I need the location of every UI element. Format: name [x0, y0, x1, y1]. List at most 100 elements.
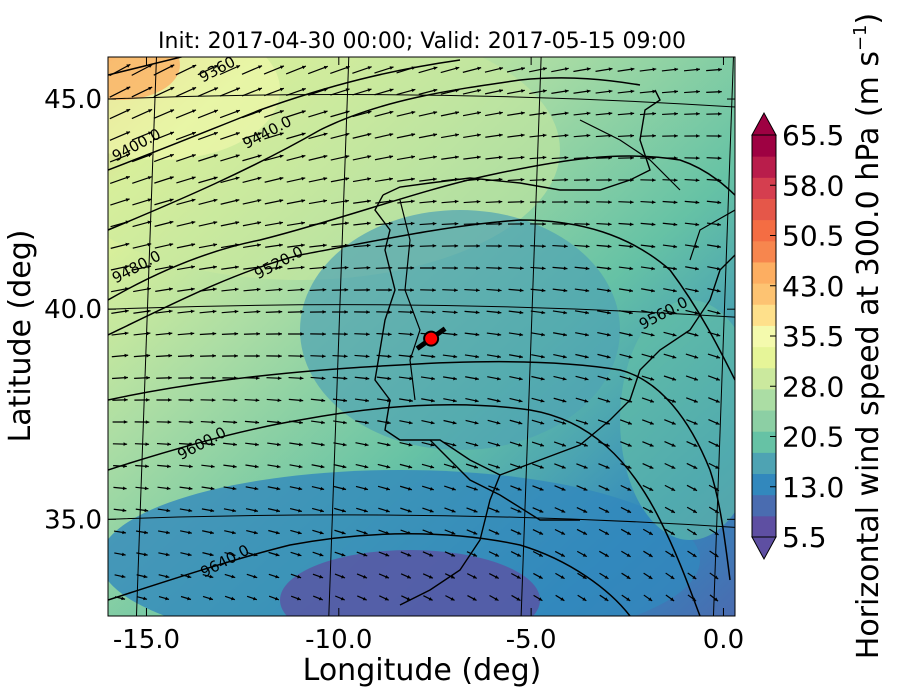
wind-arrow-head [563, 288, 568, 293]
border-france [579, 119, 681, 191]
wind-arrow-head [363, 508, 368, 513]
wind-arrow-head [189, 398, 194, 402]
wind-arrow-head [692, 575, 697, 579]
wind-arrow-head [233, 398, 238, 402]
wind-arrow-head [542, 244, 546, 248]
wind-arrow-head [319, 574, 324, 579]
wind-arrow-head [322, 243, 327, 248]
wind-arrow-head [474, 420, 479, 425]
wind-arrow-head [562, 376, 567, 381]
wind-arrow-head [648, 553, 653, 557]
wind-arrow-head [540, 421, 545, 425]
wind-arrow-head [366, 310, 370, 314]
wind-arrow-head [428, 597, 433, 601]
wind-arrow-head [411, 177, 415, 182]
wind-arrow-head [345, 199, 349, 203]
wind-arrow-head [672, 288, 677, 293]
wind-arrow-shaft [109, 131, 131, 141]
wind-arrow-head [473, 465, 478, 469]
colorbar-swatch [752, 156, 776, 178]
wind-arrow-head [364, 486, 369, 491]
wind-arrow-head [648, 531, 653, 535]
wind-arrow-head [521, 66, 525, 71]
wind-arrow-head [563, 310, 568, 315]
wind-arrow-head [564, 89, 569, 93]
wind-arrow-head [387, 398, 391, 403]
wind-arrow-head [233, 442, 237, 447]
wind-arrow-head [366, 221, 371, 226]
wind-arrow-head [672, 355, 677, 359]
wind-arrow-head [170, 64, 175, 69]
wind-arrow-head [584, 421, 589, 425]
wind-arrow-head [343, 354, 348, 359]
wind-arrow-head [693, 465, 698, 469]
wind-arrow-head [626, 597, 631, 601]
wind-arrow-head [453, 332, 458, 337]
wind-arrow-head [714, 487, 719, 491]
wind-arrow-head [410, 243, 415, 248]
wind-arrow-head [147, 242, 152, 247]
wind-arrow-head [605, 465, 610, 469]
wind-arrow-head [409, 332, 414, 337]
wind-arrow-head [584, 332, 589, 337]
wind-arrow-head [520, 177, 525, 182]
wind-arrow-head [540, 376, 545, 381]
wind-arrow-head [409, 376, 414, 381]
wind-arrow-head [340, 596, 345, 601]
wind-arrow-head [388, 221, 393, 226]
colorbar-swatch [752, 410, 776, 432]
wind-arrow-head [167, 442, 172, 447]
wind-arrow-head [627, 509, 632, 513]
wind-arrow-head [384, 575, 389, 579]
colorbar-tick-label: 43.0 [782, 270, 844, 303]
wind-arrow-head [696, 67, 700, 72]
wind-arrow-head [628, 332, 633, 337]
wind-arrow-head [606, 332, 611, 337]
wind-arrow-head [717, 178, 722, 183]
wind-arrow-head [539, 443, 544, 447]
wind-arrow-head [431, 354, 436, 359]
wind-arrow-head [344, 332, 348, 336]
wind-arrow-head [629, 266, 634, 271]
wind-arrow-head [475, 354, 480, 359]
wind-arrow-head [234, 265, 239, 270]
wind-arrow-head [650, 377, 655, 381]
wind-arrow-head [517, 509, 522, 513]
wind-arrow-head [121, 596, 126, 601]
wind-arrow-head [495, 487, 500, 491]
wind-arrow-head [364, 464, 369, 469]
border-portugal-spain [399, 199, 421, 401]
wind-arrow-head [386, 486, 390, 491]
wind-arrow-head [344, 310, 348, 314]
wind-arrow-head [541, 266, 546, 271]
wind-arrow-head [651, 266, 656, 271]
wind-arrow-head [696, 112, 700, 116]
wind-arrow-head [322, 287, 327, 292]
wind-arrow-head [717, 200, 722, 205]
wind-arrow-head [320, 442, 325, 447]
wind-arrow-head [652, 156, 656, 160]
wind-arrow-head [516, 575, 521, 579]
wind-arrow-head [345, 177, 350, 181]
wind-arrow-head [278, 354, 282, 358]
wind-arrow-head [432, 221, 437, 226]
contour-9440 [108, 77, 641, 231]
wind-arrow-head [718, 89, 722, 94]
wind-arrow-head [165, 596, 170, 601]
wind-arrow-head [582, 553, 587, 557]
wind-arrow-head [256, 287, 261, 292]
wind-arrow-head [279, 110, 284, 114]
wind-arrow-head [519, 332, 524, 337]
wind-arrow-head [320, 464, 325, 469]
wind-arrow-head [696, 89, 700, 94]
wind-arrow-head [538, 575, 543, 579]
wind-arrow-head [125, 175, 130, 180]
wind-arrow-head [651, 288, 655, 293]
wind-arrow-head [476, 199, 481, 204]
wind-arrow-head [276, 464, 281, 469]
wind-arrow-head [255, 442, 259, 447]
wind-arrow-head [125, 242, 130, 247]
wind-arrow-head [255, 376, 260, 380]
wind-arrow-head [408, 442, 413, 447]
wind-arrow-head [473, 509, 478, 513]
